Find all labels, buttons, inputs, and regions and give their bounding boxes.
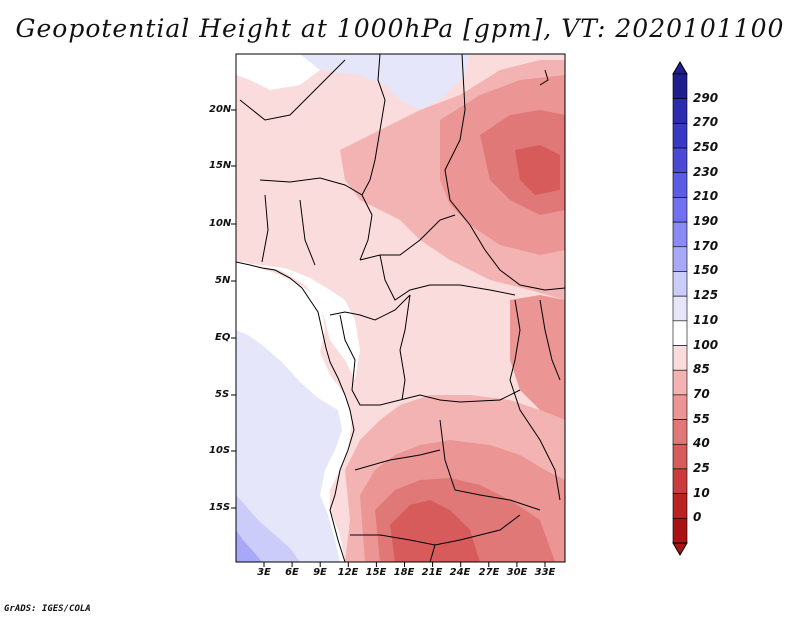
colorbar-label: 100: [693, 337, 719, 352]
country-borders: [236, 54, 565, 562]
map-title: Geopotential Height at 1000hPa [gpm], VT…: [15, 14, 785, 43]
colorbar-swatch: [672, 419, 688, 445]
lat-label: 5S: [215, 389, 230, 400]
colorbar-label: 190: [693, 214, 719, 229]
axis-ticks: [231, 109, 546, 567]
lon-label: 21E: [421, 567, 443, 578]
colorbar-swatch: [672, 147, 688, 174]
colorbar-swatch: [672, 320, 688, 346]
colorbar-swatch: [672, 246, 688, 272]
lon-label: 15E: [365, 567, 387, 578]
lat-label: 5N: [215, 275, 231, 286]
colorbar-bottom-arrow: [672, 542, 688, 556]
colorbar-label: 270: [693, 115, 719, 130]
colorbar-label: 230: [693, 164, 719, 179]
colorbar-top-arrow: [672, 61, 688, 75]
colorbar-swatch: [672, 73, 688, 99]
colorbar-swatch: [672, 345, 688, 371]
colorbar-label: 170: [693, 238, 719, 253]
colorbar-swatch: [672, 172, 688, 198]
lon-label: 6E: [285, 567, 299, 578]
lon-label: 3E: [257, 567, 271, 578]
credit-text: GrADS: IGES/COLA: [4, 604, 91, 614]
lon-label: 9E: [313, 567, 327, 578]
colorbar-swatch: [672, 443, 688, 470]
lat-label: 20N: [209, 104, 232, 115]
lon-label: 30E: [506, 567, 528, 578]
colorbar-label: 250: [693, 140, 719, 155]
lat-label: 15S: [209, 502, 231, 513]
lat-label: EQ: [215, 332, 231, 343]
colorbar-label: 25: [693, 460, 710, 475]
colorbar-label: 10: [693, 485, 710, 500]
colorbar-label: 0: [693, 510, 702, 525]
colorbar-swatch: [672, 369, 688, 396]
colorbar-swatch: [672, 493, 688, 519]
colorbar-swatch: [672, 221, 688, 248]
colorbar-label: 85: [693, 362, 710, 377]
colorbar-swatch: [672, 295, 688, 322]
colorbar-swatch: [672, 197, 688, 223]
lon-label: 27E: [478, 567, 500, 578]
colorbar-swatch: [672, 123, 688, 149]
colorbar-label: 210: [693, 189, 719, 204]
colorbar-swatch: [672, 468, 688, 494]
colorbar-swatch: [672, 518, 688, 544]
lon-label: 24E: [449, 567, 471, 578]
colorbar-swatch: [672, 394, 688, 420]
colorbar-label: 290: [693, 90, 719, 105]
lon-label: 12E: [337, 567, 359, 578]
colorbar-label: 40: [693, 436, 710, 451]
height-field: [236, 54, 565, 562]
lat-label: 10N: [209, 218, 232, 229]
lat-label: 10S: [209, 445, 231, 456]
colorbar-label: 70: [693, 386, 710, 401]
colorbar-label: 110: [693, 312, 719, 327]
colorbar: [672, 61, 688, 556]
lat-label: 15N: [209, 160, 232, 171]
map-frame: [235, 53, 566, 563]
colorbar-label: 55: [693, 411, 710, 426]
colorbar-swatch: [672, 271, 688, 297]
colorbar-label: 125: [693, 288, 719, 303]
lon-label: 33E: [534, 567, 556, 578]
lon-label: 18E: [393, 567, 415, 578]
colorbar-label: 150: [693, 263, 719, 278]
colorbar-swatch: [672, 98, 688, 124]
